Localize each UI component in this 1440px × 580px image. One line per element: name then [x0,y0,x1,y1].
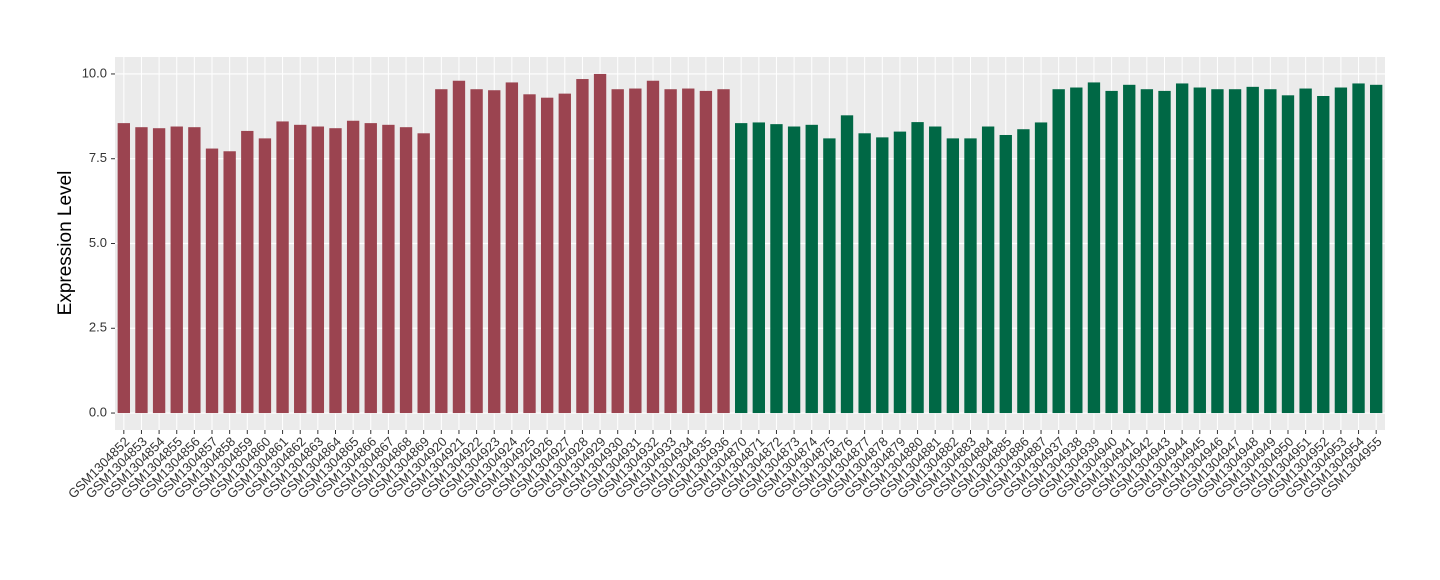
bar [1264,89,1277,414]
bar [170,126,183,414]
bar [241,130,254,414]
bar [858,133,871,414]
bar [399,127,413,414]
bar [1193,87,1206,414]
bar [629,88,642,414]
bar [735,123,748,414]
bar [452,80,466,414]
bar [152,128,166,414]
bar [893,131,907,414]
bar [540,97,554,414]
bar [699,90,713,414]
bar [1352,83,1365,414]
bar [664,89,677,414]
bar [1140,89,1154,414]
bar [1123,84,1136,414]
y-tick-label: 5.0 [89,235,107,250]
bar [682,88,695,414]
bar [188,127,201,414]
bar [717,89,730,414]
bar [364,123,377,414]
bar [1087,82,1101,414]
bar [470,89,483,414]
bar [911,122,924,414]
bar [646,80,660,414]
bar [1334,87,1348,414]
bar [505,82,519,414]
bar [523,94,536,414]
bar [770,124,783,414]
y-tick-label: 10.0 [82,65,107,80]
bar [876,137,889,414]
y-tick-label: 7.5 [89,150,107,165]
bar [346,120,360,414]
bar [823,138,836,414]
bar [1158,90,1171,414]
bar [223,151,236,414]
bar [1317,95,1330,414]
bar [593,73,607,414]
bar [1211,89,1224,414]
bar [558,93,571,414]
bar [294,124,307,414]
bar [1052,89,1065,414]
bar [1299,88,1312,414]
bar [276,121,289,414]
y-axis-title: Expression Level [55,171,76,316]
bar [1070,87,1083,414]
bar [1228,89,1242,414]
bar [576,79,589,414]
bar [611,89,624,414]
bar [205,148,219,414]
bar [1370,84,1383,414]
bar [1246,86,1259,414]
bar [946,138,960,414]
y-tick-label: 0.0 [89,404,107,419]
bar [435,89,448,414]
bar [417,133,430,414]
bar [329,128,342,414]
y-tick-label: 2.5 [89,320,107,335]
bar [981,126,995,414]
bar [117,123,130,414]
bar [1175,83,1189,414]
bar [311,126,325,414]
bar [964,138,977,414]
bar [135,127,148,414]
bar [787,126,801,414]
bar [1281,95,1295,414]
bar [929,126,942,414]
bar [258,138,272,414]
bar [1105,90,1118,414]
bar [999,134,1012,414]
bar [1034,122,1048,414]
bar [1017,129,1030,414]
bar [752,122,765,414]
bar [840,115,854,414]
bar [805,124,818,414]
bar [488,90,501,414]
bar [382,124,395,414]
